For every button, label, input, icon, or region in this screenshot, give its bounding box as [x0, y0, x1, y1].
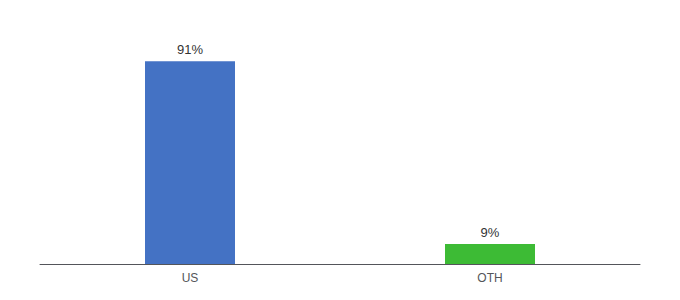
svg-text:91%: 91% [177, 42, 203, 57]
svg-text:OTH: OTH [477, 271, 502, 285]
svg-text:9%: 9% [481, 225, 500, 240]
svg-text:US: US [182, 271, 199, 285]
